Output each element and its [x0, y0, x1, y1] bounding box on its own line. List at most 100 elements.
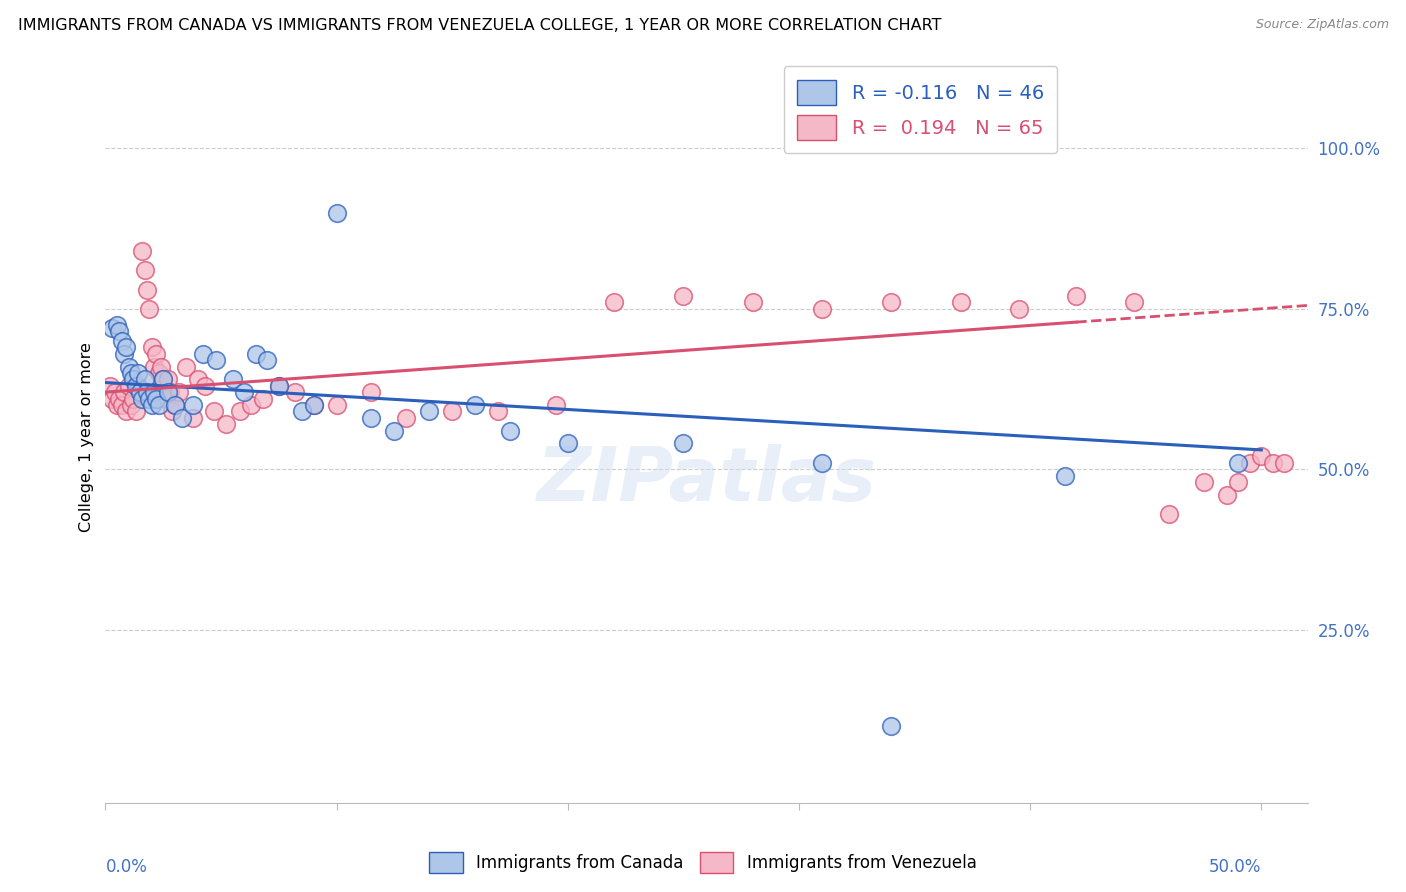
Point: [156, 385, 179, 400]
Point: [143, 385, 166, 400]
Point: [384, 424, 406, 438]
Point: [1123, 295, 1146, 310]
Point: [1066, 289, 1088, 303]
Point: [187, 372, 209, 386]
Point: [267, 378, 290, 392]
Point: [360, 410, 382, 425]
Point: [115, 340, 138, 354]
Point: [1261, 456, 1284, 470]
Point: [105, 318, 128, 332]
Point: [169, 385, 191, 400]
Point: [112, 346, 135, 360]
Text: Source: ZipAtlas.com: Source: ZipAtlas.com: [1256, 18, 1389, 31]
Point: [325, 398, 347, 412]
Point: [129, 385, 152, 400]
Point: [302, 398, 325, 412]
Point: [134, 263, 156, 277]
Point: [672, 289, 695, 303]
Point: [117, 378, 139, 392]
Point: [162, 404, 184, 418]
Point: [441, 404, 464, 418]
Point: [1250, 450, 1272, 464]
Point: [325, 205, 347, 219]
Point: [240, 398, 263, 412]
Point: [949, 295, 972, 310]
Point: [1157, 507, 1180, 521]
Point: [124, 404, 146, 418]
Point: [117, 359, 139, 374]
Point: [143, 359, 166, 374]
Point: [488, 404, 510, 418]
Point: [181, 410, 204, 425]
Point: [148, 366, 170, 380]
Point: [245, 346, 267, 360]
Point: [1215, 488, 1237, 502]
Point: [159, 385, 181, 400]
Point: [811, 456, 834, 470]
Point: [395, 410, 418, 425]
Point: [1053, 468, 1076, 483]
Point: [284, 385, 307, 400]
Point: [302, 398, 325, 412]
Point: [194, 378, 217, 392]
Point: [122, 392, 145, 406]
Point: [181, 398, 204, 412]
Point: [148, 398, 170, 412]
Legend: Immigrants from Canada, Immigrants from Venezuela: Immigrants from Canada, Immigrants from …: [423, 846, 983, 880]
Text: IMMIGRANTS FROM CANADA VS IMMIGRANTS FROM VENEZUELA COLLEGE, 1 YEAR OR MORE CORR: IMMIGRANTS FROM CANADA VS IMMIGRANTS FRO…: [18, 18, 942, 33]
Point: [880, 295, 903, 310]
Point: [124, 378, 146, 392]
Point: [134, 372, 156, 386]
Point: [1192, 475, 1215, 489]
Text: 50.0%: 50.0%: [1209, 858, 1261, 876]
Point: [152, 372, 174, 386]
Point: [464, 398, 486, 412]
Point: [138, 301, 160, 316]
Point: [256, 353, 278, 368]
Point: [672, 436, 695, 450]
Point: [115, 404, 138, 418]
Point: [145, 392, 167, 406]
Point: [1239, 456, 1261, 470]
Point: [267, 378, 290, 392]
Point: [112, 385, 135, 400]
Point: [111, 398, 134, 412]
Point: [1274, 456, 1296, 470]
Point: [105, 398, 128, 412]
Point: [145, 346, 167, 360]
Point: [221, 372, 243, 386]
Point: [136, 385, 159, 400]
Point: [108, 392, 131, 406]
Point: [120, 398, 142, 412]
Point: [101, 392, 124, 406]
Point: [191, 346, 214, 360]
Point: [880, 719, 903, 733]
Point: [499, 424, 522, 438]
Point: [122, 372, 145, 386]
Point: [149, 359, 172, 374]
Point: [811, 301, 834, 316]
Point: [1227, 475, 1250, 489]
Point: [176, 359, 198, 374]
Point: [1007, 301, 1029, 316]
Text: 0.0%: 0.0%: [105, 858, 148, 876]
Point: [233, 385, 256, 400]
Point: [418, 404, 440, 418]
Point: [155, 392, 177, 406]
Point: [163, 398, 186, 412]
Point: [131, 392, 153, 406]
Point: [205, 353, 228, 368]
Point: [741, 295, 763, 310]
Y-axis label: College, 1 year or more: College, 1 year or more: [79, 343, 94, 532]
Point: [156, 372, 179, 386]
Point: [546, 398, 568, 412]
Point: [131, 244, 153, 258]
Point: [138, 392, 160, 406]
Point: [111, 334, 134, 348]
Point: [104, 385, 127, 400]
Point: [141, 398, 163, 412]
Point: [127, 366, 149, 380]
Point: [136, 283, 159, 297]
Point: [98, 378, 121, 392]
Point: [1227, 456, 1250, 470]
